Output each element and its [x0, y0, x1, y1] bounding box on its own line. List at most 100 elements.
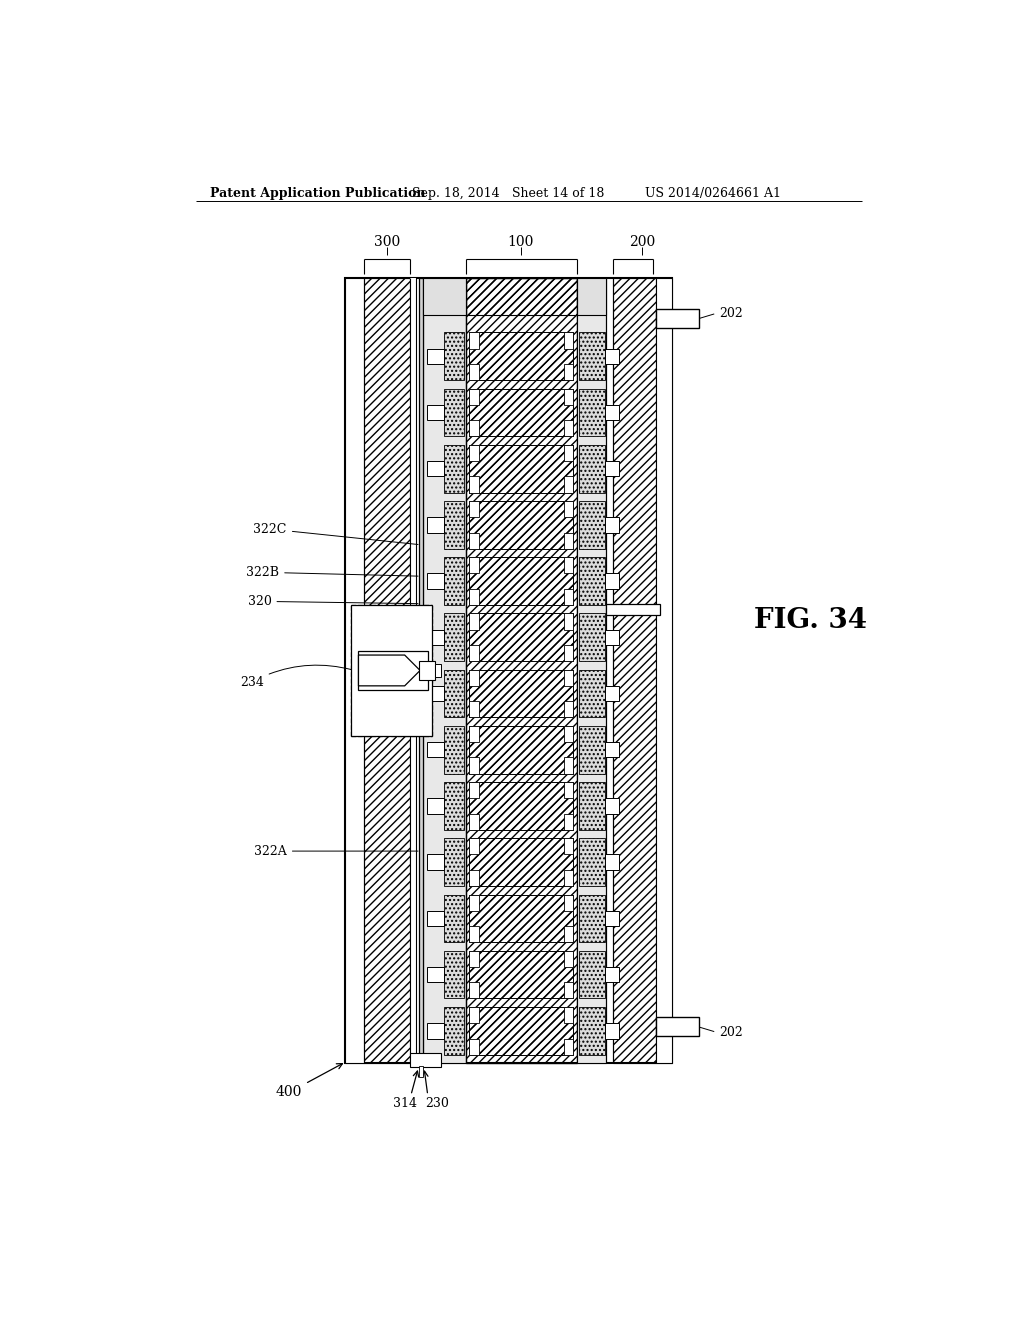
Bar [605, 742, 618, 758]
Bar [469, 333, 478, 348]
Bar [564, 813, 573, 830]
Text: 322B: 322B [246, 566, 418, 578]
Bar [469, 533, 478, 549]
Bar [469, 645, 478, 661]
Bar [564, 388, 573, 405]
Text: 322C: 322C [254, 523, 418, 544]
Polygon shape [358, 655, 420, 686]
Bar [656, 309, 698, 327]
Bar [605, 461, 618, 477]
Bar [580, 445, 605, 492]
Text: FIG. 34: FIG. 34 [755, 607, 867, 634]
Text: 314: 314 [392, 1097, 417, 1110]
Bar [419, 1067, 423, 1077]
Bar [435, 664, 441, 677]
Bar [444, 614, 464, 661]
Bar [427, 405, 444, 420]
Bar [427, 854, 444, 870]
Bar [469, 1039, 478, 1055]
Bar [345, 277, 364, 1063]
Bar [469, 614, 478, 630]
Bar [427, 461, 444, 477]
Bar [469, 781, 573, 830]
Bar [612, 277, 656, 1063]
Bar [427, 742, 444, 758]
Bar [469, 557, 478, 573]
Bar [564, 1039, 573, 1055]
Bar [410, 1053, 441, 1067]
Bar [345, 277, 672, 1063]
Bar [656, 1016, 698, 1036]
Bar [469, 589, 478, 605]
Bar [466, 277, 578, 314]
Bar [469, 420, 478, 437]
Bar [469, 557, 573, 605]
Bar [469, 950, 573, 998]
Bar [469, 502, 573, 549]
Bar [469, 982, 478, 998]
Bar [469, 1007, 478, 1023]
Bar [469, 614, 573, 661]
Bar [469, 669, 478, 686]
Bar [580, 781, 605, 830]
Bar [564, 927, 573, 942]
Bar [423, 277, 466, 314]
Text: Patent Application Publication: Patent Application Publication [210, 187, 425, 199]
Bar [358, 651, 428, 689]
Bar [427, 1023, 444, 1039]
Bar [466, 277, 578, 1063]
Bar [469, 669, 573, 718]
Text: 300: 300 [374, 235, 400, 248]
Bar [469, 388, 573, 437]
Bar [564, 533, 573, 549]
Bar [605, 405, 618, 420]
Bar [469, 927, 478, 942]
Bar [564, 645, 573, 661]
Bar [469, 838, 478, 854]
Bar [469, 445, 573, 492]
Bar [580, 838, 605, 886]
Bar [469, 701, 478, 718]
Bar [564, 781, 573, 799]
Bar [580, 333, 605, 380]
Bar [605, 854, 618, 870]
Bar [427, 517, 444, 533]
Bar [351, 605, 432, 737]
Bar [469, 502, 478, 517]
Bar [444, 781, 464, 830]
Bar [427, 968, 444, 982]
Bar [564, 502, 573, 517]
Bar [564, 950, 573, 966]
Bar [419, 277, 423, 1063]
Bar [580, 895, 605, 942]
Text: 320: 320 [248, 595, 418, 607]
Bar [605, 348, 618, 364]
Bar [564, 614, 573, 630]
Text: 202: 202 [720, 308, 743, 321]
Bar [605, 1023, 618, 1039]
Bar [444, 557, 464, 605]
Text: Sheet 14 of 18: Sheet 14 of 18 [512, 187, 604, 199]
Text: 400: 400 [275, 1064, 342, 1100]
Bar [606, 605, 660, 615]
Bar [580, 669, 605, 718]
Bar [469, 870, 478, 886]
Bar [469, 813, 478, 830]
Bar [469, 1007, 573, 1055]
Bar [580, 950, 605, 998]
Bar [427, 573, 444, 589]
Bar [410, 277, 416, 1063]
Bar [444, 895, 464, 942]
Bar [564, 1007, 573, 1023]
Bar [564, 333, 573, 348]
Bar [469, 726, 573, 774]
Text: 100: 100 [508, 235, 535, 248]
Bar [564, 589, 573, 605]
Text: Sep. 18, 2014: Sep. 18, 2014 [412, 187, 500, 199]
Bar [605, 911, 618, 927]
Bar [580, 388, 605, 437]
Text: 322A: 322A [254, 845, 418, 858]
Bar [469, 477, 478, 492]
Bar [580, 1007, 605, 1055]
Bar [578, 277, 606, 314]
